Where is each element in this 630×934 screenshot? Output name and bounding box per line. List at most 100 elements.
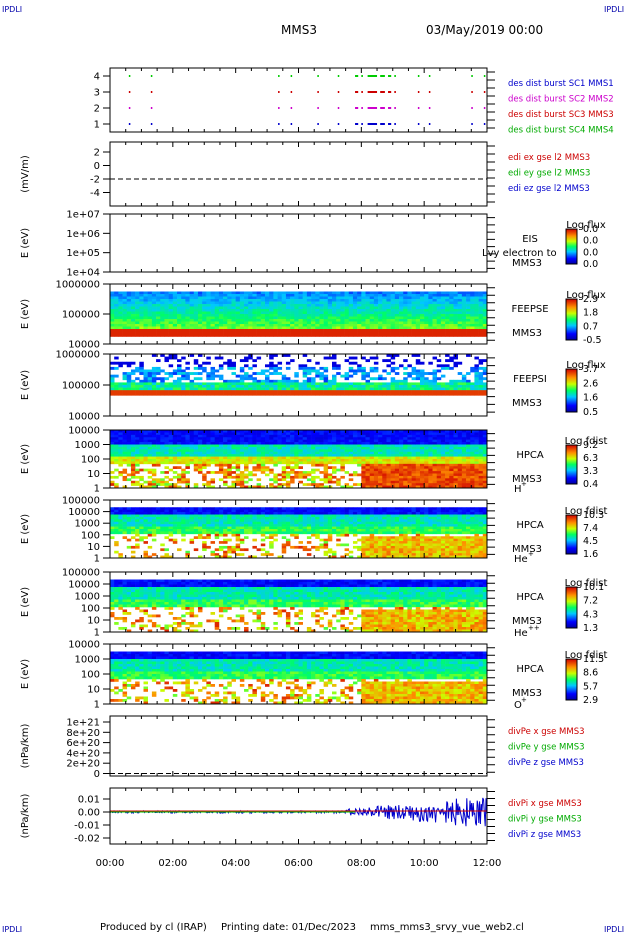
heat-cell bbox=[281, 374, 287, 378]
heat-cell bbox=[231, 475, 236, 479]
heat-cell bbox=[110, 524, 115, 527]
heat-cell bbox=[457, 434, 463, 438]
heat-cell bbox=[461, 446, 467, 450]
heat-cell bbox=[164, 301, 169, 305]
heat-cell bbox=[306, 291, 312, 295]
heat-cell bbox=[432, 331, 438, 335]
heat-cell bbox=[202, 361, 207, 365]
heat-cell bbox=[399, 364, 404, 368]
heat-cell bbox=[197, 444, 203, 448]
heat-cell bbox=[164, 319, 169, 322]
heat-cell bbox=[340, 390, 345, 394]
heat-cell bbox=[386, 296, 391, 300]
heat-cell bbox=[122, 437, 128, 440]
heat-cell bbox=[223, 306, 228, 310]
heat-cell bbox=[197, 468, 203, 472]
heat-cell bbox=[319, 483, 324, 486]
heat-cell bbox=[478, 466, 484, 469]
heat-cell bbox=[403, 454, 408, 457]
heat-cell bbox=[369, 446, 375, 450]
heat-cell bbox=[143, 437, 148, 440]
heat-cell bbox=[151, 379, 157, 383]
heat-cell bbox=[235, 319, 241, 322]
heat-cell bbox=[466, 354, 471, 357]
heat-cell bbox=[432, 294, 438, 297]
heat-cell bbox=[382, 309, 387, 312]
heat-cell bbox=[277, 311, 283, 315]
heat-cell bbox=[172, 324, 178, 327]
heat-cell bbox=[361, 475, 366, 479]
heat-cell bbox=[378, 324, 383, 327]
heat-cell bbox=[440, 385, 446, 388]
heat-cell bbox=[202, 473, 207, 477]
heat-cell bbox=[470, 319, 475, 322]
heat-cell bbox=[315, 444, 320, 448]
heat-cell bbox=[126, 392, 132, 396]
heat-cell bbox=[181, 324, 186, 327]
heat-cell bbox=[135, 459, 140, 462]
heat-cell bbox=[348, 304, 354, 307]
heat-cell bbox=[407, 314, 412, 317]
heat-cell bbox=[281, 294, 287, 297]
heat-cell bbox=[197, 319, 203, 322]
heat-cell bbox=[181, 390, 186, 394]
heat-cell bbox=[223, 390, 228, 394]
heat-cell bbox=[478, 324, 484, 327]
heat-cell bbox=[264, 382, 270, 386]
heat-cell bbox=[231, 449, 236, 453]
heat-cell bbox=[114, 459, 119, 462]
heat-cell bbox=[445, 334, 450, 337]
heat-cell bbox=[357, 309, 362, 312]
heat-cell bbox=[223, 329, 228, 332]
heat-cell bbox=[143, 309, 148, 312]
heat-cell bbox=[126, 311, 132, 315]
heat-cell bbox=[461, 475, 467, 479]
heat-cell bbox=[130, 526, 136, 530]
heat-cell bbox=[474, 331, 479, 335]
heat-cell bbox=[118, 516, 123, 520]
heat-cell bbox=[114, 456, 119, 460]
heat-cell bbox=[281, 334, 287, 337]
heat-cell bbox=[281, 392, 287, 396]
heat-cell bbox=[160, 296, 165, 300]
heat-cell bbox=[428, 478, 433, 482]
heat-cell bbox=[373, 456, 379, 460]
heat-cell bbox=[340, 454, 345, 457]
heat-cell bbox=[419, 475, 425, 479]
heat-cell bbox=[110, 529, 115, 532]
heat-cell bbox=[453, 326, 458, 330]
heat-cell bbox=[327, 466, 333, 469]
heat-cell bbox=[264, 444, 270, 448]
heat-cell bbox=[474, 377, 479, 381]
heat-cell bbox=[135, 301, 140, 305]
heat-cell bbox=[332, 356, 337, 360]
heat-cell bbox=[248, 390, 253, 394]
heat-cell bbox=[336, 385, 341, 388]
heat-cell bbox=[260, 451, 266, 455]
heat-cell bbox=[424, 456, 429, 460]
heat-cell bbox=[399, 466, 404, 469]
heat-cell bbox=[193, 331, 199, 335]
heat-cell bbox=[373, 483, 379, 486]
heat-cell bbox=[130, 321, 136, 325]
heat-cell bbox=[189, 311, 195, 315]
heat-cell bbox=[147, 306, 153, 310]
heat-cell bbox=[281, 432, 287, 436]
heat-cell bbox=[470, 437, 475, 440]
heat-cell bbox=[311, 439, 316, 443]
heat-cell bbox=[277, 446, 283, 450]
heat-cell bbox=[223, 439, 228, 443]
heat-cell bbox=[298, 430, 303, 433]
heat-cell bbox=[231, 361, 236, 365]
heat-cell bbox=[407, 392, 412, 396]
heat-cell bbox=[110, 434, 115, 438]
heat-cell bbox=[419, 480, 425, 484]
heat-cell bbox=[181, 291, 186, 295]
heat-cell bbox=[110, 432, 115, 436]
heat-cell bbox=[147, 379, 153, 383]
heat-cell bbox=[461, 334, 467, 337]
heat-cell bbox=[210, 311, 216, 315]
heat-cell bbox=[474, 319, 479, 322]
heat-cell bbox=[332, 480, 337, 484]
heat-cell bbox=[323, 442, 329, 445]
